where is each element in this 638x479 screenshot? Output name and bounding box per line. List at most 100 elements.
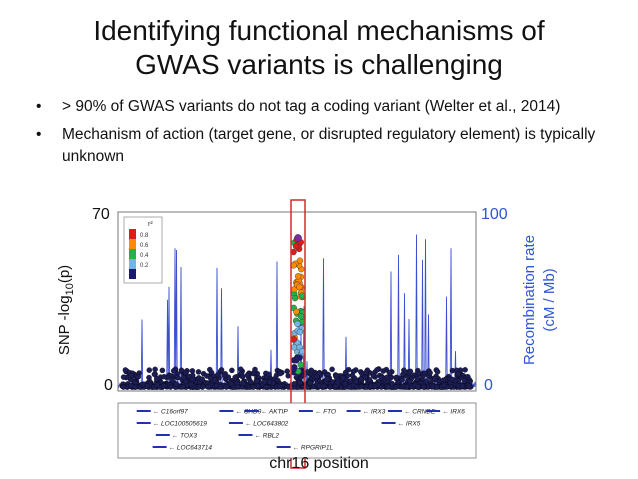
snp-point xyxy=(334,379,341,386)
snp-point xyxy=(144,383,151,389)
y-right-tick-max: 100 xyxy=(481,206,508,223)
bullet-item: • Mechanism of action (target gene, or di… xyxy=(30,124,620,168)
snp-point xyxy=(188,381,195,388)
snp-point xyxy=(205,384,211,390)
snp-point xyxy=(320,383,327,390)
gene-label: ← AKTIP xyxy=(261,409,289,416)
snp-point xyxy=(363,369,369,376)
snp-point xyxy=(159,367,166,374)
snp-point xyxy=(466,383,472,390)
legend-label: 0.2 xyxy=(140,263,149,269)
snp-point xyxy=(254,378,260,385)
snp-point xyxy=(135,373,142,380)
snp-point xyxy=(179,384,186,390)
bullet-text: Mechanism of action (target gene, or dis… xyxy=(62,126,596,165)
snp-point xyxy=(221,372,228,378)
slide-title-line1: Identifying functional mechanisms of xyxy=(93,15,545,46)
y-left-tick-max: 70 xyxy=(92,206,110,223)
snp-point xyxy=(400,371,406,378)
snp-point xyxy=(431,375,438,382)
x-axis-label: chr16 position xyxy=(269,455,369,472)
snp-point xyxy=(307,380,313,386)
snp-point xyxy=(403,384,410,390)
snp-point xyxy=(261,379,268,385)
snp-point xyxy=(399,377,405,383)
snp-point xyxy=(215,371,221,378)
ld-snp-point xyxy=(296,257,304,264)
snp-point xyxy=(455,371,462,377)
snp-point xyxy=(195,369,202,375)
snp-point xyxy=(353,378,359,385)
legend-swatch xyxy=(129,259,136,269)
snp-point xyxy=(285,373,291,379)
snp-point xyxy=(240,380,246,386)
snp-point xyxy=(378,374,384,381)
snp-point xyxy=(128,372,135,379)
snp-point xyxy=(440,377,447,383)
ld-snp-point xyxy=(297,313,305,320)
snp-point xyxy=(389,380,395,387)
snp-point xyxy=(461,377,468,384)
gene-label: ← FTO xyxy=(315,409,336,416)
snp-point xyxy=(427,370,433,376)
legend-swatch xyxy=(129,249,136,259)
ld-snp-point xyxy=(292,242,300,250)
snp-point xyxy=(173,381,180,387)
snp-point xyxy=(324,376,331,382)
snp-point xyxy=(207,366,213,373)
y-left-tick-min: 0 xyxy=(104,377,113,394)
snp-point xyxy=(252,366,258,373)
snp-point xyxy=(199,384,206,390)
snp-point xyxy=(346,384,352,390)
snp-point xyxy=(120,384,127,390)
snp-point xyxy=(383,374,390,381)
snp-point xyxy=(152,366,158,373)
lead-snp-point xyxy=(294,234,302,242)
snp-point xyxy=(170,368,177,374)
snp-point xyxy=(122,367,129,373)
ld-snp-point xyxy=(296,283,303,291)
snp-point xyxy=(153,375,160,382)
snp-point xyxy=(370,373,377,379)
snp-point xyxy=(372,383,378,389)
slide-title-line2: GWAS variants is challenging xyxy=(135,49,503,80)
snp-point xyxy=(146,367,153,373)
legend-swatch xyxy=(129,239,136,249)
gene-label: ← RPGRIP1L xyxy=(293,445,334,452)
gene-label: ← TOX3 xyxy=(172,433,198,440)
gene-label: ← LOC643714 xyxy=(169,445,213,452)
snp-point xyxy=(380,368,387,374)
snp-point xyxy=(393,374,400,381)
snp-point xyxy=(314,373,320,380)
ld-snp-point xyxy=(291,294,299,302)
ld-snp-point xyxy=(293,308,300,315)
snp-point xyxy=(266,379,273,385)
legend-title: r² xyxy=(148,221,153,228)
snp-point xyxy=(415,384,421,390)
snp-point xyxy=(247,379,254,385)
slide-title: Identifying functional mechanisms of GWA… xyxy=(0,14,638,82)
snp-point xyxy=(237,366,244,372)
snp-point xyxy=(441,382,447,388)
snp-point xyxy=(218,367,225,373)
snp-point xyxy=(358,376,364,382)
ld-snp-point xyxy=(296,328,304,336)
snp-point xyxy=(407,368,414,375)
snp-point xyxy=(386,370,393,376)
y-right-axis-label: Recombination rate (cM / Mb) xyxy=(521,234,558,366)
snp-point xyxy=(235,384,241,390)
ld-snp-point xyxy=(291,344,298,351)
snp-point xyxy=(333,372,339,379)
snp-point xyxy=(178,367,185,374)
snp-point xyxy=(277,383,283,390)
bullet-item: • > 90% of GWAS variants do not tag a cod… xyxy=(30,96,620,118)
snp-point xyxy=(169,377,175,383)
snp-point xyxy=(232,374,238,381)
gene-label: ← IRX5 xyxy=(398,421,421,428)
legend-swatch xyxy=(129,269,136,279)
highlight-box xyxy=(290,199,306,469)
snp-point xyxy=(297,379,303,386)
gene-label: ← RBL2 xyxy=(254,433,279,440)
snp-point xyxy=(342,369,349,376)
snp-point xyxy=(420,384,427,390)
